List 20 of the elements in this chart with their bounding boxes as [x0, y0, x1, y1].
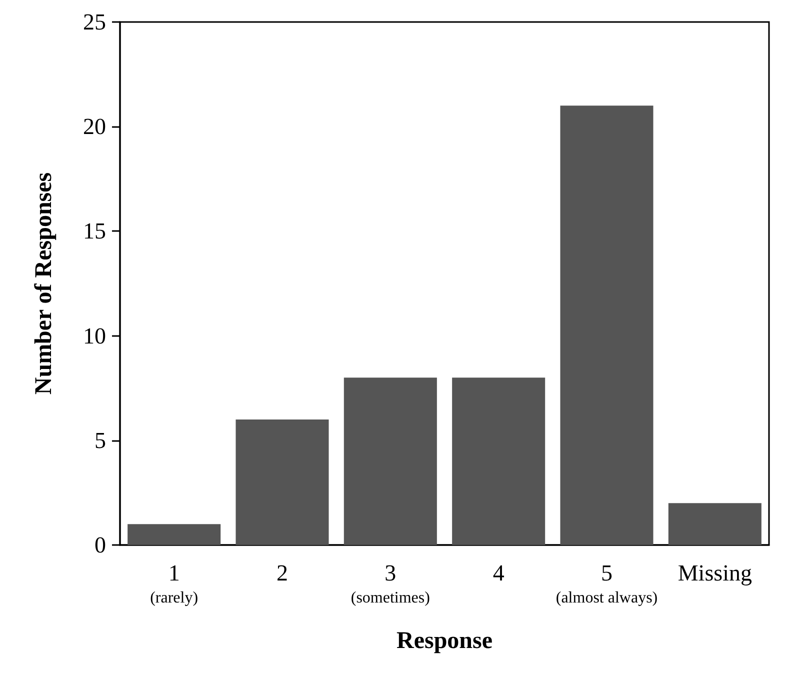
x-tick-label: Missing [678, 560, 752, 586]
x-tick-label: 5 (almost always) [556, 560, 658, 606]
x-tick-label: 3 (sometimes) [350, 560, 430, 606]
x-tick-label: 4 [492, 560, 505, 586]
y-tick-label: 5 [94, 428, 106, 453]
y-axis-title: Number of Responses [31, 172, 57, 395]
bar [668, 503, 762, 545]
bar [344, 378, 437, 545]
x-tick-label: 1 (rarely) [150, 560, 198, 606]
y-tick-label: 25 [83, 10, 106, 34]
bar [128, 524, 221, 545]
bar [452, 378, 546, 545]
y-tick-label: 0 [94, 532, 106, 558]
y-tick-label: 15 [83, 218, 106, 244]
bar [560, 106, 654, 545]
y-tick-label: 10 [83, 323, 106, 348]
x-tick-label: 2 [276, 560, 288, 586]
x-axis-title: Response [396, 628, 493, 654]
bar [236, 419, 329, 545]
y-tick-label: 20 [83, 114, 106, 140]
